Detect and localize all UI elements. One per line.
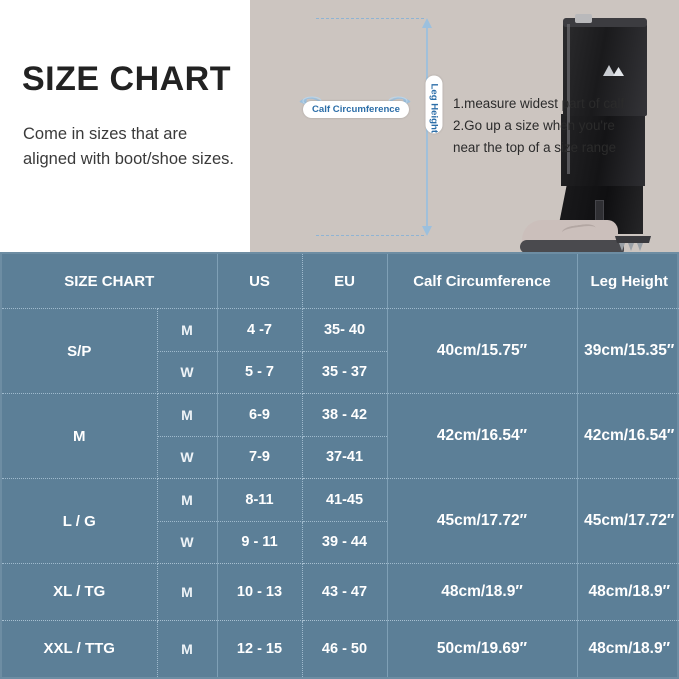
- cell-size-name: S/P: [2, 308, 158, 395]
- cell-eu-size: 37-41: [302, 436, 388, 480]
- table-row: S/P M 4 -7 35- 40 40cm/15.75″ 39cm/15.35″: [2, 308, 679, 395]
- cell-size-name: M: [2, 393, 158, 480]
- cell-us-size: 4 -7: [217, 308, 303, 352]
- gaiter-product-image: [520, 14, 660, 252]
- column-header-calf: Calf Circumference: [387, 254, 578, 309]
- cell-eu-size: 39 - 44: [302, 521, 388, 565]
- gaiter-mid-body: [561, 114, 645, 186]
- cell-us-size: 9 - 11: [217, 521, 303, 565]
- cell-us-size: 5 - 7: [217, 351, 303, 395]
- table-row: XXL / TTG M 12 - 15 46 - 50 50cm/19.69″ 48cm/…: [2, 620, 679, 677]
- mountain-logo-icon: [603, 65, 624, 76]
- column-header-us: US: [217, 254, 303, 309]
- cell-leg-height: 42cm/16.54″: [577, 393, 679, 480]
- cell-us-size: 7-9: [217, 436, 303, 480]
- cell-eu-size: 35 - 37: [302, 351, 388, 395]
- table-row: XL / TG M 10 - 13 43 - 47 48cm/18.9″ 48cm/18.…: [2, 563, 679, 621]
- cell-size-name: L / G: [2, 478, 158, 565]
- cell-gender: W: [157, 351, 218, 395]
- gaiter-zipper: [567, 24, 570, 174]
- measurement-instructions: 1.measure widest part of calf 2.Go up a …: [453, 93, 677, 159]
- size-table-container: SIZE CHART US EU Calf Circumference Leg …: [0, 252, 679, 679]
- size-table: SIZE CHART US EU Calf Circumference Leg …: [2, 254, 679, 677]
- cell-leg-height: 39cm/15.35″: [577, 308, 679, 395]
- shoe-sole: [520, 240, 624, 252]
- cell-calf-circumference: 48cm/18.9″: [387, 563, 578, 621]
- table-row: M M 6-9 38 - 42 42cm/16.54″ 42cm/16.54″: [2, 393, 679, 480]
- cell-eu-size: 35- 40: [302, 308, 388, 352]
- cell-gender: M: [157, 620, 218, 677]
- gaiter-buckle: [575, 14, 592, 23]
- cell-gender: M: [157, 563, 218, 621]
- cell-eu-size: 43 - 47: [302, 563, 388, 621]
- instruction-line-3: near the top of a size range: [453, 140, 617, 155]
- instruction-line-1: 1.measure widest part of calf: [453, 96, 625, 111]
- column-header-leg: Leg Height: [577, 254, 679, 309]
- cell-calf-circumference: 42cm/16.54″: [387, 393, 578, 480]
- leg-height-bottom-guide: [316, 235, 424, 236]
- product-photo-panel: Calf Circumference Leg Height 1.measure …: [250, 0, 679, 252]
- cell-gender: M: [157, 393, 218, 437]
- leg-height-label: Leg Height: [425, 75, 443, 134]
- cell-gender: M: [157, 478, 218, 522]
- table-body: S/P M 4 -7 35- 40 40cm/15.75″ 39cm/15.35″ W 5 -…: [2, 308, 679, 677]
- cell-calf-circumference: 50cm/19.69″: [387, 620, 578, 677]
- cell-calf-circumference: 45cm/17.72″: [387, 478, 578, 565]
- cell-leg-height: 48cm/18.9″: [588, 639, 671, 657]
- column-header-eu: EU: [302, 254, 388, 309]
- gaiter-cuff: [563, 18, 647, 27]
- cell-gender: W: [157, 436, 218, 480]
- top-section: Calf Circumference Leg Height 1.measure …: [0, 0, 679, 252]
- table-row: W 7-9 37-41: [2, 436, 679, 480]
- cell-size-name: XL / TG: [2, 563, 158, 621]
- cell-leg-height: 48cm/18.9″: [577, 563, 679, 621]
- cell-eu-size: 41-45: [302, 478, 388, 522]
- table-head: SIZE CHART US EU Calf Circumference Leg …: [2, 254, 679, 309]
- cell-gender: W: [157, 521, 218, 565]
- cell-gender: M: [157, 308, 218, 352]
- gaiter-upper-body: [563, 20, 647, 116]
- crampon-icon: [615, 236, 651, 251]
- cell-calf-circumference: 40cm/15.75″: [387, 308, 578, 395]
- cell-us-size: 12 - 15: [217, 620, 303, 677]
- page-title: SIZE CHART: [22, 60, 231, 98]
- table-row: L / G M 8-11 41-45 45cm/17.72″ 45cm/17.72″: [2, 478, 679, 565]
- intro-text-panel: SIZE CHART Come in sizes that are aligne…: [0, 0, 250, 252]
- hiking-shoe: [520, 220, 630, 252]
- cell-us-size: 6-9: [217, 393, 303, 437]
- leg-height-top-guide: [316, 18, 424, 19]
- cell-leg-height: 45cm/17.72″: [577, 478, 679, 565]
- cell-eu-size: 46 - 50: [302, 620, 388, 677]
- table-header-row: SIZE CHART US EU Calf Circumference Leg …: [2, 254, 679, 309]
- cell-size-name: XXL / TTG: [2, 620, 158, 677]
- cell-us-size: 8-11: [217, 478, 303, 522]
- cell-eu-size: 38 - 42: [302, 393, 388, 437]
- page-subtitle: Come in sizes that are aligned with boot…: [23, 125, 234, 168]
- calf-circumference-label: Calf Circumference: [303, 101, 409, 118]
- cell-us-size: 10 - 13: [217, 563, 303, 621]
- column-header-size-chart: SIZE CHART: [2, 254, 218, 309]
- instruction-line-2: 2.Go up a size when you're: [453, 118, 615, 133]
